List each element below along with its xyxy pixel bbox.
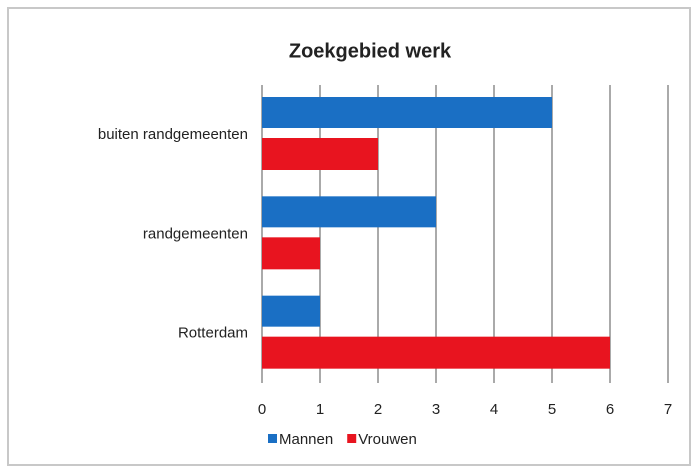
- legend-swatch: [347, 434, 357, 443]
- x-tick-label: 7: [664, 401, 672, 418]
- legend-label: Vrouwen: [358, 431, 417, 448]
- bar: [262, 196, 436, 228]
- bar: [262, 237, 320, 270]
- chart-title: Zoekgebied werk: [289, 40, 452, 62]
- x-tick-label: 2: [374, 401, 382, 418]
- x-tick-label: 1: [316, 401, 324, 418]
- x-tick-label: 0: [258, 401, 266, 418]
- x-tick-label: 4: [490, 401, 498, 418]
- y-tick-label: buiten randgemeenten: [98, 126, 248, 143]
- x-tick-label: 6: [606, 401, 614, 418]
- x-tick-label: 3: [432, 401, 440, 418]
- bar: [262, 295, 320, 327]
- bar: [262, 97, 552, 128]
- y-tick-label: Rotterdam: [178, 325, 248, 342]
- bar: [262, 138, 378, 170]
- x-tick-label: 5: [548, 401, 556, 418]
- bar: [262, 336, 610, 369]
- chart-frame: [7, 7, 691, 466]
- legend-label: Mannen: [279, 431, 333, 448]
- legend-swatch: [268, 434, 277, 443]
- y-tick-label: randgemeenten: [143, 225, 248, 242]
